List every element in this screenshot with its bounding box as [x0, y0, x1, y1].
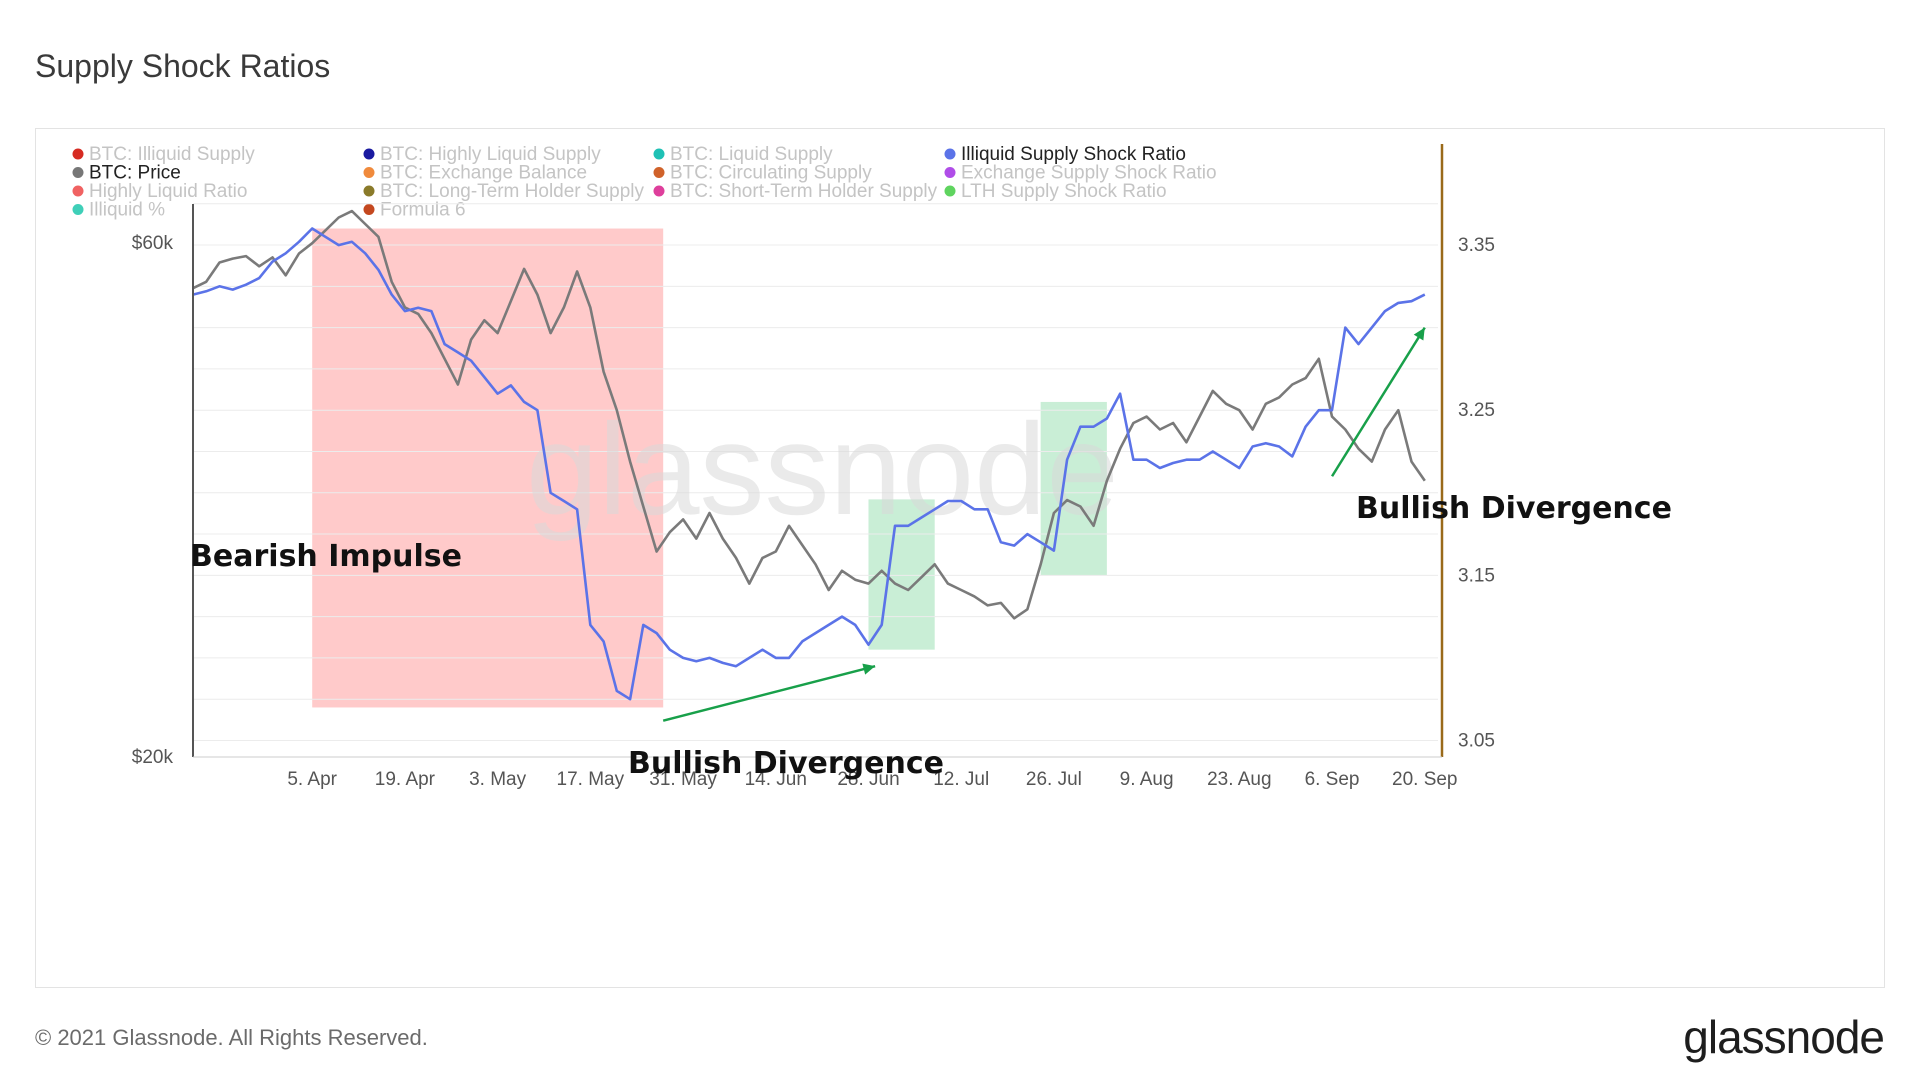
annotation-arrow [1330, 326, 1426, 477]
x-tick-label: 14. Jun [745, 769, 807, 790]
legend-label: Illiquid % [89, 200, 165, 221]
legend-label: BTC: Liquid Supply [670, 144, 833, 165]
legend-dot [653, 167, 665, 178]
legend-dot [363, 185, 375, 197]
annotation-arrowhead [862, 663, 876, 675]
x-tick-label: 26. Jul [1026, 769, 1082, 790]
gridlines [193, 203, 1438, 741]
legend-label: BTC: Long-Term Holder Supply [380, 181, 644, 202]
legend-label: Highly Liquid Ratio [89, 181, 247, 202]
x-tick-label: 31. May [649, 769, 717, 790]
highlight-region [312, 228, 664, 708]
tick-labels: 5. Apr 19. Apr 3. May 17. May 31. May 14. Jun… [132, 233, 1495, 790]
legend-dot [72, 148, 84, 160]
legend-label: Illiquid Supply Shock Ratio [961, 144, 1186, 165]
legend: BTC: Illiquid Supply BTC: Highly Liquid S… [72, 144, 1217, 221]
highlight-regions [312, 228, 1107, 708]
legend-label: BTC: Short-Term Holder Supply [670, 181, 938, 202]
legend-dot [363, 204, 375, 215]
annotation-label: Bullish Divergence [628, 746, 944, 781]
x-tick-label: 28. Jun [837, 769, 899, 790]
x-tick-label: 19. Apr [375, 769, 436, 790]
legend-label: BTC: Highly Liquid Supply [380, 144, 601, 165]
legend-dot [944, 148, 956, 160]
legend-dot [72, 204, 84, 215]
legend-dot [363, 148, 375, 160]
y-right-tick-label: 3.25 [1458, 400, 1495, 421]
series-lines [192, 209, 1426, 701]
chart-panel: BTC: Illiquid Supply BTC: Highly Liquid S… [35, 128, 1885, 988]
y-left-tick-label: $20k [132, 747, 174, 768]
legend-dot [944, 185, 956, 197]
legend-dot [72, 167, 84, 178]
y-right-tick-label: 3.15 [1458, 565, 1495, 586]
legend-label: Exchange Supply Shock Ratio [961, 163, 1217, 184]
x-tick-label: 17. May [557, 769, 625, 790]
x-tick-label: 9. Aug [1120, 769, 1174, 790]
series-line [192, 227, 1426, 701]
y-left-tick-label: $60k [132, 233, 174, 254]
x-tick-label: 5. Apr [287, 769, 337, 790]
legend-dot [363, 167, 375, 178]
annotation-label: Bearish Impulse [190, 539, 462, 574]
legend-label: BTC: Circulating Supply [670, 163, 872, 184]
watermark: glassnode [526, 396, 1119, 542]
series-line [192, 209, 1426, 620]
legend-dot [653, 185, 665, 197]
y-right-tick-label: 3.05 [1458, 730, 1495, 751]
annotation-arrowhead [1413, 327, 1425, 341]
x-tick-label: 6. Sep [1305, 769, 1360, 790]
legend-dot [653, 148, 665, 160]
legend-label: Formula 6 [380, 200, 466, 221]
chart-svg: BTC: Illiquid Supply BTC: Highly Liquid S… [72, 144, 1672, 790]
legend-dot [72, 185, 84, 197]
axes [192, 144, 1444, 758]
x-tick-label: 3. May [469, 769, 527, 790]
highlight-region [1040, 401, 1107, 576]
legend-label: BTC: Illiquid Supply [89, 144, 255, 165]
legend-label: LTH Supply Shock Ratio [961, 181, 1167, 202]
page-title: Supply Shock Ratios [35, 48, 331, 84]
annotation-label: Bullish Divergence [1356, 491, 1672, 526]
legend-label: BTC: Price [89, 163, 181, 184]
x-tick-label: 23. Aug [1207, 769, 1271, 790]
annotations: Bearish Impulse Bullish Divergence Bullish… [190, 326, 1672, 781]
glassnode-logo: glassnode [1683, 1011, 1885, 1063]
annotation-arrow [662, 664, 876, 722]
copyright-text: © 2021 Glassnode. All Rights Reserved. [35, 1025, 428, 1050]
y-right-tick-label: 3.35 [1458, 235, 1495, 256]
x-tick-label: 12. Jul [933, 769, 989, 790]
x-tick-label: 20. Sep [1392, 769, 1458, 790]
legend-dot [944, 167, 956, 178]
legend-label: BTC: Exchange Balance [380, 163, 587, 184]
